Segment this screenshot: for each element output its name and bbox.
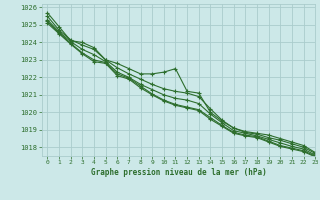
X-axis label: Graphe pression niveau de la mer (hPa): Graphe pression niveau de la mer (hPa) [91,168,266,177]
